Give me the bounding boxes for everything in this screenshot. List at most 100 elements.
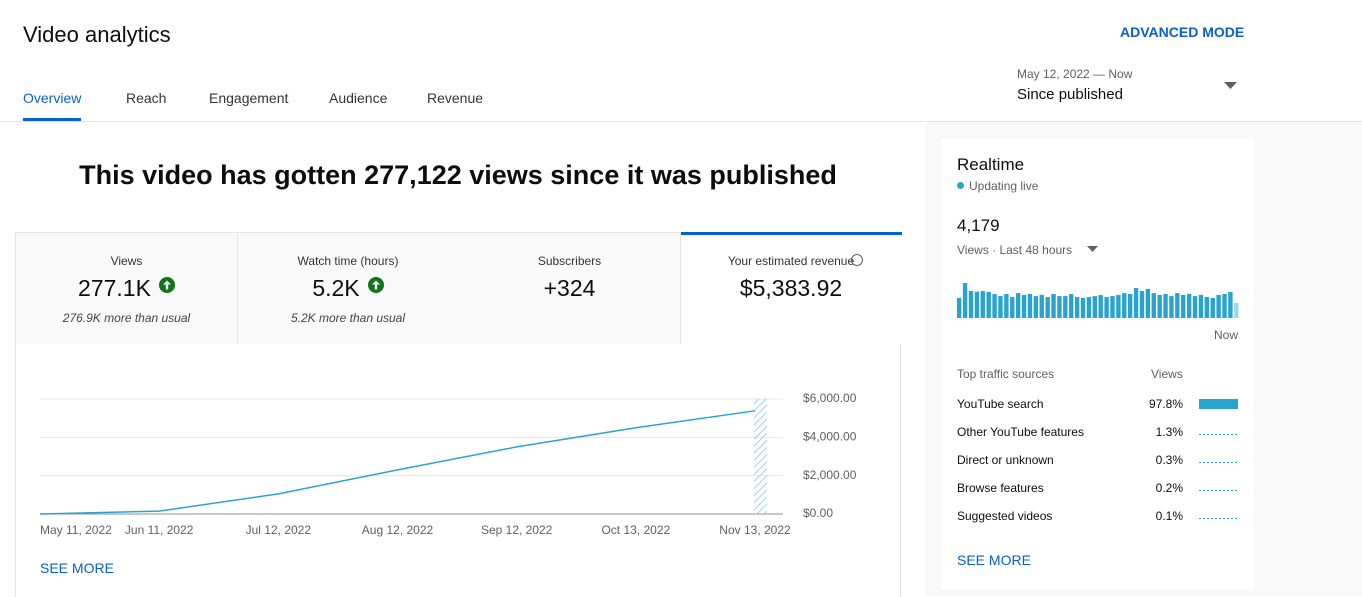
realtime-bar <box>1127 294 1133 318</box>
realtime-metric[interactable]: Views · Last 48 hours <box>957 243 1073 257</box>
realtime-bar <box>1080 297 1086 318</box>
realtime-bar <box>998 296 1003 318</box>
traffic-source: Direct or unknown <box>957 453 1054 467</box>
realtime-title: Realtime <box>957 155 1025 174</box>
traffic-share: 0.2% <box>1155 481 1183 495</box>
info-icon <box>851 254 863 266</box>
realtime-bar <box>1116 294 1121 318</box>
divider <box>0 121 1362 122</box>
traffic-share: 0.1% <box>1155 509 1183 523</box>
tab[interactable]: Engagement <box>209 90 289 106</box>
page-title: Video analytics <box>23 22 171 47</box>
metric-card[interactable]: Watch time (hours) 5.2K 5.2K more than usu… <box>237 233 460 344</box>
realtime-card <box>941 138 1254 590</box>
realtime-chart <box>957 282 1239 318</box>
realtime-bar <box>1122 293 1127 318</box>
realtime-bar <box>1074 297 1080 318</box>
metric-value: 277.1K <box>16 275 237 302</box>
realtime-bar <box>1033 296 1039 318</box>
realtime-bar <box>980 291 985 318</box>
y-tick-label: $0.00 <box>803 506 833 520</box>
now-label: Now <box>1214 328 1239 342</box>
realtime-bar <box>1133 288 1139 318</box>
see-more-realtime[interactable]: SEE MORE <box>957 552 1031 568</box>
trend-up-icon <box>367 277 384 293</box>
metric-label: Your estimated revenue <box>727 254 855 268</box>
realtime-bar <box>1027 294 1033 318</box>
trend-up-icon <box>158 277 175 293</box>
traffic-source: YouTube search <box>957 397 1044 411</box>
realtime-bar <box>992 294 997 318</box>
realtime-bar <box>1139 291 1145 318</box>
realtime-bar <box>986 291 991 318</box>
metric-note: 5.2K more than usual <box>290 311 406 325</box>
realtime-bar <box>962 282 968 318</box>
tab[interactable]: Audience <box>329 90 388 106</box>
sparkline <box>1199 518 1238 519</box>
traffic-source: Browse features <box>957 481 1044 495</box>
realtime-value: 4,179 <box>957 216 1000 235</box>
headline: This video has gotten 277,122 views sinc… <box>79 160 837 190</box>
metric-value: 5.2K <box>312 275 360 301</box>
realtime-bar <box>1186 294 1192 318</box>
dropdown-arrow[interactable] <box>1224 82 1238 90</box>
sparkline <box>1199 490 1238 491</box>
realtime-bar <box>968 291 974 318</box>
realtime-bar <box>1228 291 1233 318</box>
metric-card[interactable]: Views 277.1K 276.9K more than usual <box>16 233 238 344</box>
metric-value: $5,383.92 <box>739 275 843 301</box>
today-hatch <box>754 399 767 514</box>
realtime-bar <box>1181 294 1186 318</box>
realtime-bar <box>1004 294 1009 318</box>
traffic-source: Suggested videos <box>957 509 1053 523</box>
metric-value: 277.1K <box>78 275 151 301</box>
traffic-share: 97.8% <box>1148 397 1183 411</box>
realtime-bar <box>1169 296 1174 318</box>
realtime-bar <box>1098 294 1103 318</box>
realtime-bar <box>974 291 980 318</box>
tab[interactable]: Overview <box>23 90 82 106</box>
realtime-bar <box>1051 294 1056 318</box>
y-tick-label: $4,000.00 <box>803 430 857 444</box>
realtime-bar <box>1204 297 1210 318</box>
see-more[interactable]: SEE MORE <box>40 560 114 576</box>
realtime-bar <box>1039 294 1044 318</box>
realtime-bar <box>1010 297 1015 318</box>
sparkline <box>1199 462 1238 463</box>
realtime-bar <box>1198 294 1204 318</box>
metric-value: 5.2K <box>238 275 459 302</box>
metric-card[interactable]: Your estimated revenue $5,383.92 <box>680 233 902 344</box>
tab[interactable]: Revenue <box>427 90 484 106</box>
realtime-bar <box>1145 288 1151 318</box>
tab[interactable]: Reach <box>126 90 167 106</box>
traffic-header: Top traffic sources <box>957 367 1055 381</box>
tab-indicator <box>23 118 81 121</box>
x-tick-label: Sep 12, 2022 <box>481 523 553 537</box>
realtime-bar <box>1015 293 1021 318</box>
metric-value: +324 <box>543 275 596 301</box>
realtime-bar <box>1222 294 1227 318</box>
traffic-share: 0.3% <box>1155 453 1183 467</box>
metric-label: Watch time (hours) <box>297 254 399 268</box>
x-tick-label: Aug 12, 2022 <box>362 523 434 537</box>
metric-label: Views <box>110 254 143 268</box>
period[interactable]: Since published <box>1017 86 1123 103</box>
metric-card[interactable]: Subscribers +324 <box>459 233 681 344</box>
realtime-bar <box>1216 294 1221 318</box>
y-tick-label: $6,000.00 <box>803 391 857 405</box>
realtime-status: Updating live <box>969 179 1039 193</box>
advanced-mode[interactable]: ADVANCED MODE <box>1120 24 1245 40</box>
revenue-line <box>39 410 756 515</box>
metric-dropdown[interactable] <box>1087 246 1099 253</box>
metric-panel <box>15 232 901 597</box>
realtime-bar <box>1104 297 1109 318</box>
realtime-bar <box>1063 296 1068 318</box>
sparkline <box>1199 434 1238 435</box>
traffic-source: Other YouTube features <box>957 425 1084 439</box>
realtime-bar <box>1192 296 1198 318</box>
x-tick-label: Jun 11, 2022 <box>125 523 194 537</box>
x-tick-label: Jul 12, 2022 <box>246 523 312 537</box>
selected-indicator <box>680 232 902 235</box>
realtime-bar <box>957 297 962 318</box>
realtime-bar <box>1021 294 1027 318</box>
